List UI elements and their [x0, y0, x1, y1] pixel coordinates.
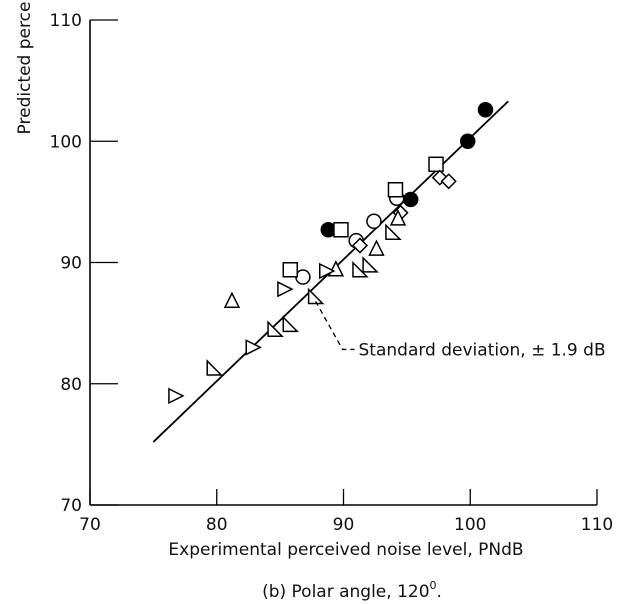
filled-circle-point [320, 222, 337, 238]
y-tick-label: 80 [60, 375, 82, 395]
open-circle-point [295, 269, 311, 285]
filled-circle-point [459, 133, 476, 149]
triangle-left-down-point [282, 315, 300, 333]
open-square-point [387, 182, 404, 198]
open-square-point [333, 222, 349, 238]
triangle-left-down-point [307, 287, 325, 305]
annotation-leader-line [315, 300, 355, 351]
axes [89, 20, 597, 506]
ticks: 70 80 90 100 110 70 80 90 100 110 [50, 11, 614, 535]
y-tick-label: 70 [60, 496, 82, 516]
annotation: Standard deviation, ± 1.9 dB [315, 300, 606, 360]
triangle-up-point [368, 239, 385, 256]
x-tick-label: 90 [333, 515, 355, 535]
triangle-left-down-point [206, 359, 224, 376]
x-tick-label: 70 [79, 515, 101, 535]
open-diamond-point [440, 173, 457, 190]
figure-caption: (b) Polar angle, 1200. [262, 579, 442, 602]
triangle-left-down-point [267, 320, 284, 337]
open-square-point [282, 262, 299, 278]
triangle-left-down-point [352, 260, 369, 278]
x-tick-label: 100 [454, 515, 486, 535]
open-diamond-point [351, 237, 369, 254]
triangle-right-point [277, 280, 294, 298]
triangle-up-point [389, 209, 407, 226]
x-tick-label: 80 [206, 515, 228, 535]
x-tick-label: 110 [581, 515, 613, 535]
filled-circle-point [477, 101, 494, 118]
open-square-point [428, 156, 444, 173]
triangle-right-point [245, 339, 262, 356]
x-axis-title: Experimental perceived noise level, PNdB [168, 540, 523, 560]
triangle-right-point [168, 387, 185, 405]
triangle-right-point [319, 262, 336, 280]
annotation-label: Standard deviation, ± 1.9 dB [359, 340, 606, 360]
y-tick-label: 110 [50, 11, 82, 31]
caption-end: . [437, 582, 442, 602]
caption-main: (b) Polar angle, 120 [262, 582, 429, 602]
caption-superscript: 0 [430, 579, 437, 592]
y-tick-label: 90 [60, 254, 82, 274]
triangle-up-point [223, 291, 241, 309]
y-tick-label: 100 [50, 132, 82, 152]
y-axis-title: Predicted perceived [15, 0, 35, 134]
markers [168, 101, 494, 405]
open-circle-point [366, 213, 382, 230]
triangle-left-down-point [362, 256, 379, 273]
filled-circle-point [402, 191, 419, 208]
triangle-left-down-point [385, 223, 402, 240]
